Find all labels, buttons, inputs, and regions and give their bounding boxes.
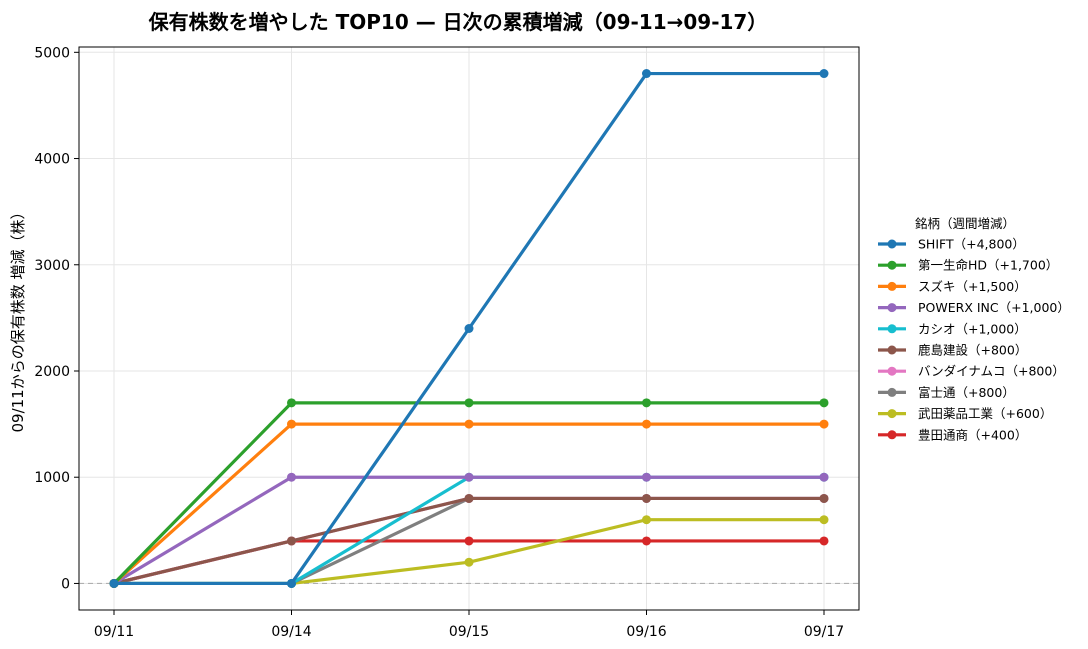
legend-swatch-marker <box>887 324 897 334</box>
data-point <box>464 419 474 429</box>
x-tick-label: 09/15 <box>449 624 489 640</box>
chart-title: 保有株数を増やした TOP10 — 日次の累積増減（09-11→09-17） <box>148 10 768 34</box>
data-point <box>819 419 829 429</box>
y-tick-label: 0 <box>61 576 70 592</box>
legend-label: POWERX INC（+1,000） <box>918 300 1070 315</box>
x-tick-label: 09/17 <box>804 624 844 640</box>
data-point <box>819 493 829 503</box>
data-point <box>109 578 119 588</box>
data-point <box>464 493 474 503</box>
data-point <box>819 398 829 408</box>
axes: 0 1000 2000 3000 4000 5000 09/11 09/14 09/15 09/1… <box>34 45 844 640</box>
legend-swatch-marker <box>887 366 897 376</box>
legend-swatch-marker <box>887 239 897 249</box>
legend-swatch-marker <box>887 387 897 397</box>
legend-label: 武田薬品工業（+600） <box>918 406 1052 421</box>
data-point <box>642 398 651 408</box>
series-lines <box>109 69 829 588</box>
legend-item: スズキ（+1,500） <box>878 279 1027 294</box>
x-tick-label: 09/11 <box>94 624 134 640</box>
legend-item: POWERX INC（+1,000） <box>878 300 1070 315</box>
data-point <box>819 536 829 546</box>
legend-swatch-marker <box>887 303 897 313</box>
legend-item: バンダイナムコ（+800） <box>878 364 1065 379</box>
y-tick-label: 5000 <box>34 45 70 61</box>
legend-item: 鹿島建設（+800） <box>878 343 1027 358</box>
legend-item: 武田薬品工業（+600） <box>878 406 1052 421</box>
series-0 <box>109 69 829 588</box>
data-point <box>464 324 474 333</box>
y-tick-label: 4000 <box>34 152 70 168</box>
data-point <box>642 472 651 482</box>
legend-item: 豊田通商（+400） <box>878 427 1027 442</box>
legend-swatch-marker <box>887 345 897 355</box>
data-point <box>642 493 651 503</box>
legend-title: 銘柄（週間増減） <box>915 216 1015 231</box>
data-point <box>464 472 474 482</box>
data-point <box>819 515 829 525</box>
data-point <box>642 419 651 429</box>
legend-label: 第一生命HD（+1,700） <box>918 258 1058 273</box>
data-point <box>287 536 296 546</box>
legend-label: 富士通（+800） <box>918 385 1015 400</box>
data-point <box>819 69 829 79</box>
legend-item: カシオ（+1,000） <box>878 321 1027 336</box>
data-point <box>464 557 474 567</box>
data-point <box>287 398 296 408</box>
legend-label: カシオ（+1,000） <box>918 321 1027 336</box>
legend-item: 富士通（+800） <box>878 385 1015 400</box>
x-tick-label: 09/16 <box>626 624 666 640</box>
legend-label: SHIFT（+4,800） <box>918 237 1025 252</box>
legend-item: 第一生命HD（+1,700） <box>878 258 1058 273</box>
data-point <box>464 398 474 408</box>
data-point <box>642 515 651 525</box>
legend: 銘柄（週間増減） SHIFT（+4,800） 第一生命HD（+1,700） スズキ（+… <box>878 216 1070 442</box>
series-2 <box>109 419 829 588</box>
legend-item: SHIFT（+4,800） <box>878 237 1025 252</box>
data-point <box>642 536 651 546</box>
y-tick-label: 2000 <box>34 364 70 380</box>
legend-label: バンダイナムコ（+800） <box>918 364 1065 379</box>
y-tick-label: 3000 <box>34 258 70 274</box>
legend-swatch-marker <box>887 260 897 270</box>
data-point <box>287 578 296 588</box>
legend-swatch-marker <box>887 409 897 419</box>
data-point <box>464 536 474 546</box>
legend-swatch-marker <box>887 430 897 440</box>
legend-label: 豊田通商（+400） <box>918 427 1027 442</box>
y-axis-label: 09/11からの保有株数 増減（株） <box>9 205 27 433</box>
x-tick-label: 09/14 <box>271 624 311 640</box>
data-point <box>819 472 829 482</box>
data-point <box>642 69 651 79</box>
series-5 <box>109 493 829 588</box>
data-point <box>287 419 296 429</box>
data-point <box>287 472 296 482</box>
legend-label: 鹿島建設（+800） <box>918 343 1027 358</box>
legend-swatch-marker <box>887 281 897 291</box>
legend-label: スズキ（+1,500） <box>918 279 1027 294</box>
y-tick-label: 1000 <box>34 470 70 486</box>
